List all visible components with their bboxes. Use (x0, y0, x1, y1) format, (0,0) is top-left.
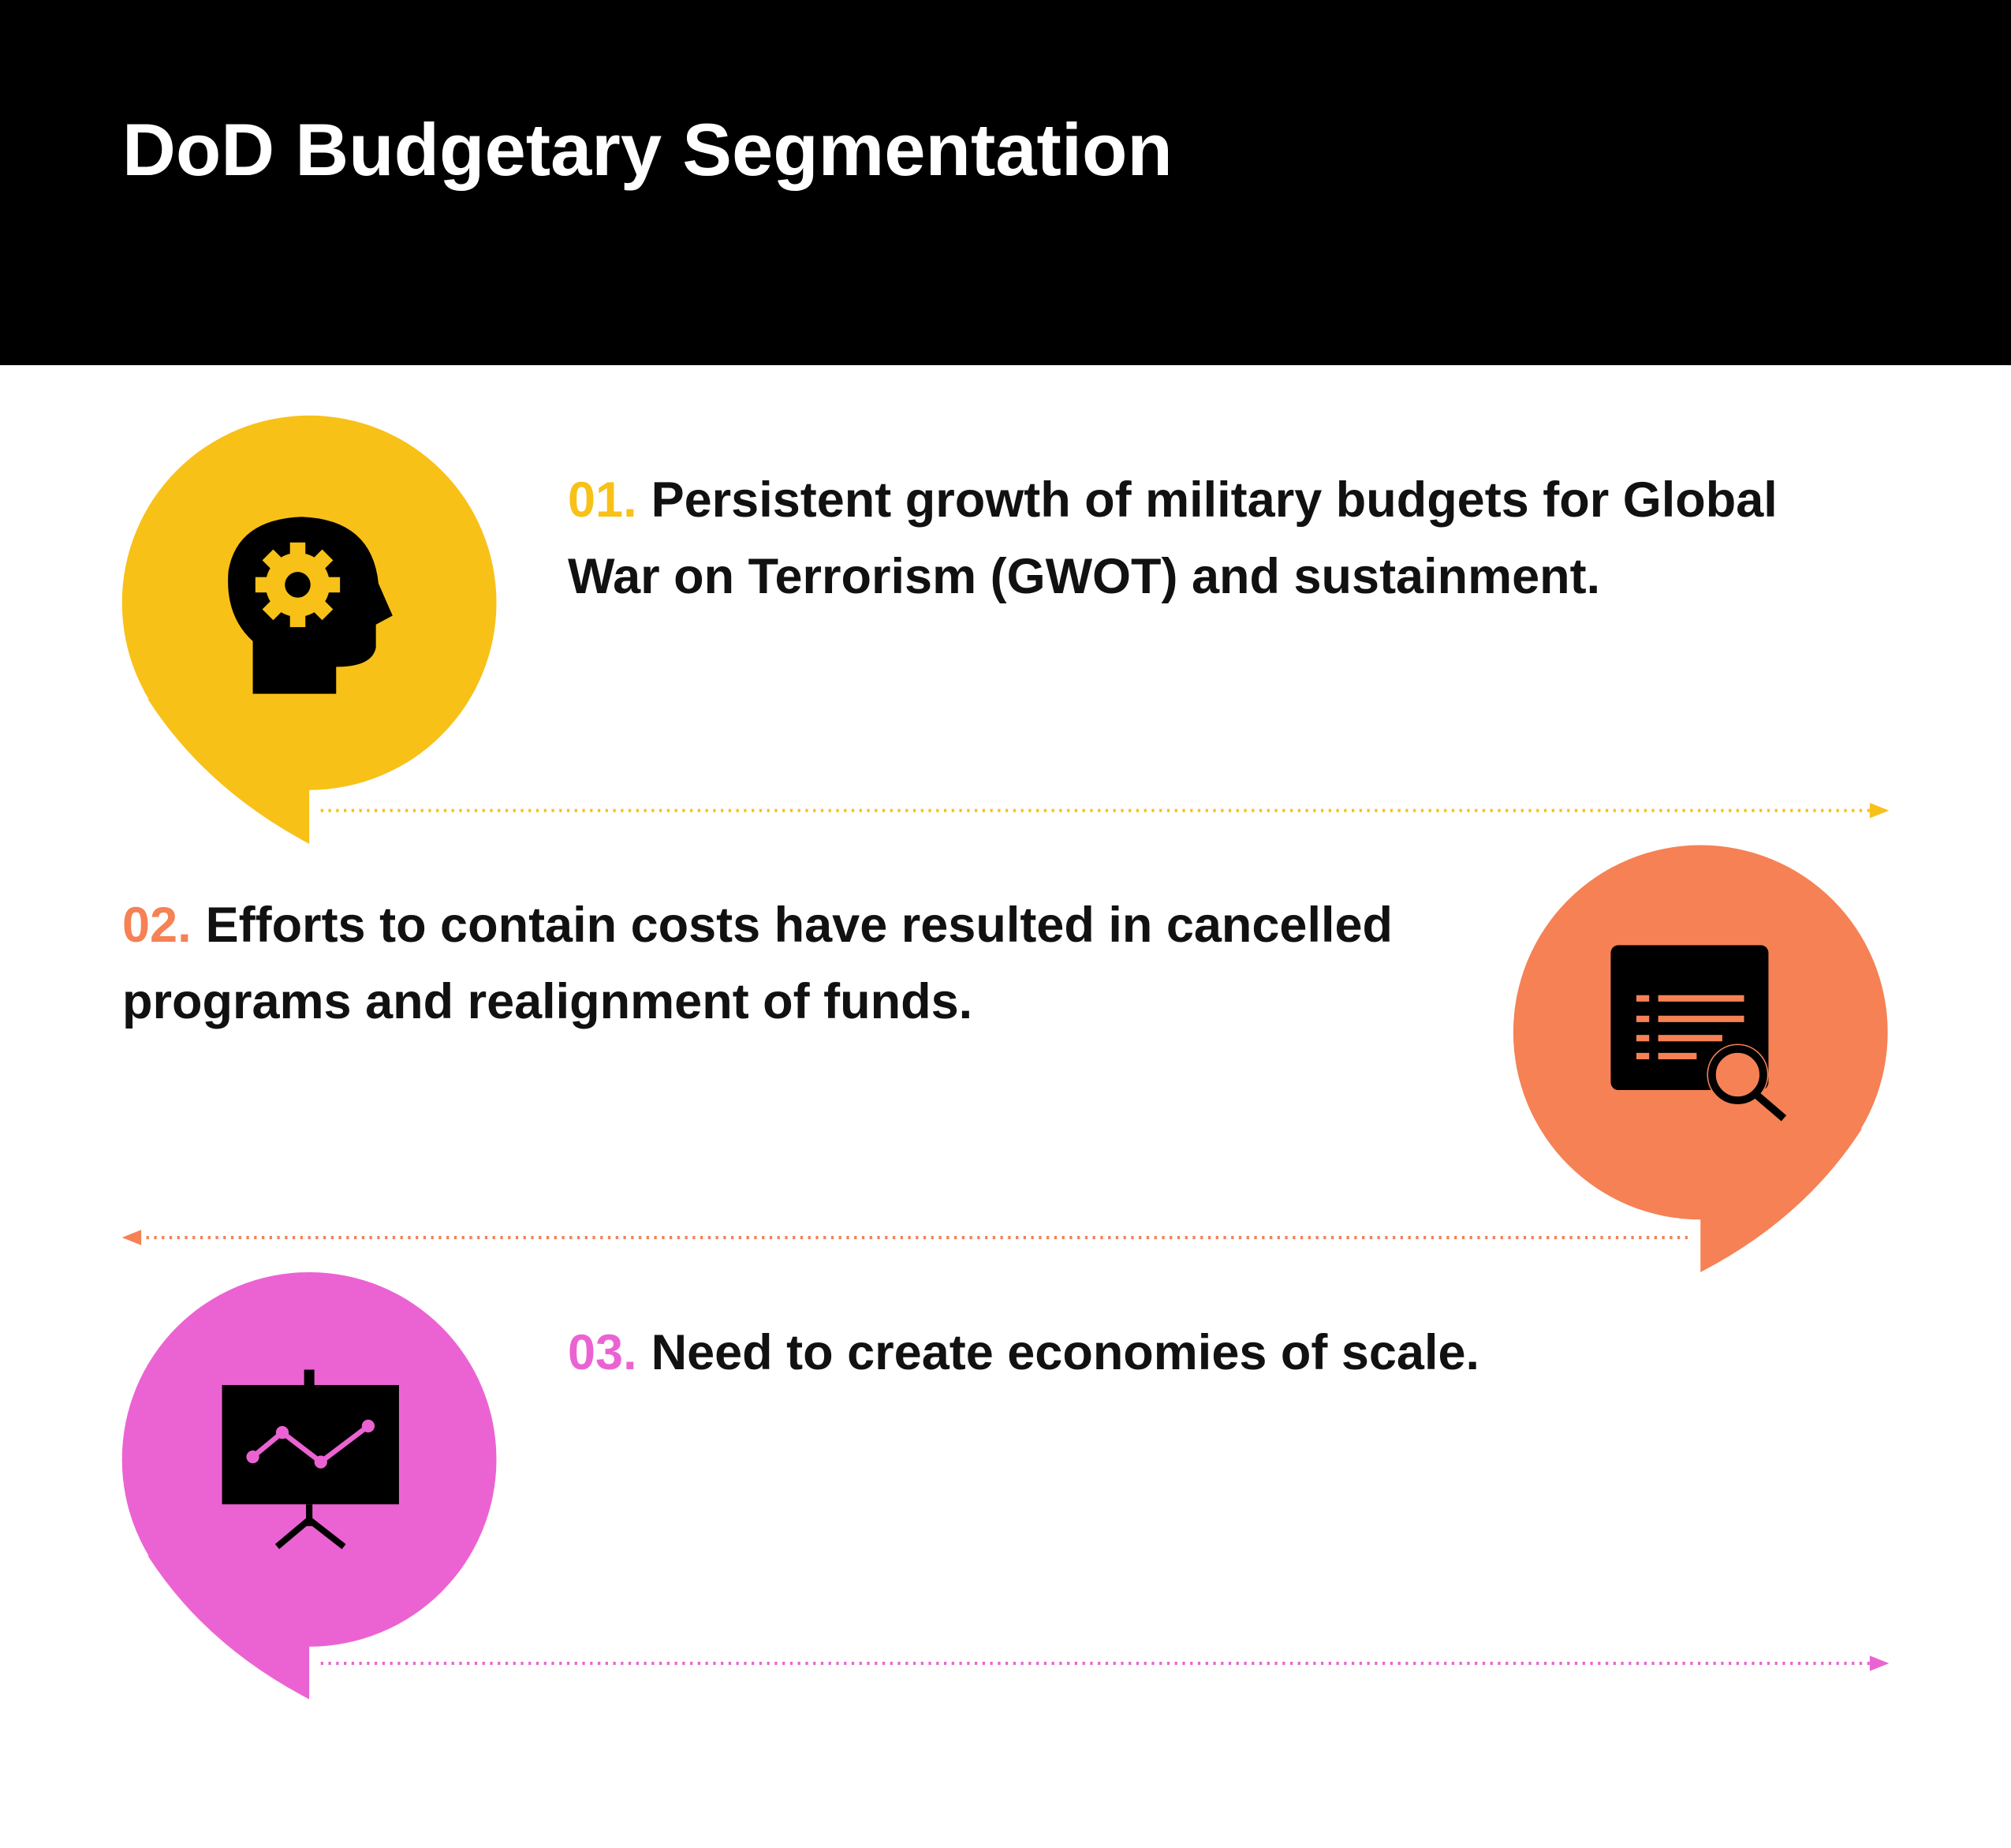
arrow-line (320, 1656, 1890, 1671)
item-body: Efforts to contain costs have resulted i… (122, 898, 1393, 1029)
item-number: 01. (568, 472, 637, 528)
item-body: Persistent growth of military budgets fo… (568, 472, 1778, 604)
icon-easel (222, 1369, 399, 1550)
arrow-line (320, 802, 1890, 819)
item-text: 01. Persistent growth of military budgets… (568, 462, 1830, 615)
item-text: 03. Need to create economies of scale. (568, 1315, 1830, 1391)
icon-document (1610, 945, 1787, 1122)
arrow-line (121, 1230, 1691, 1245)
icon-head (228, 517, 393, 694)
item-number: 02. (122, 898, 192, 953)
item-body: Need to create economies of scale. (651, 1325, 1480, 1380)
header-bar: DoD Budgetary Segmentation (0, 0, 2011, 365)
title: DoD Budgetary Segmentation (122, 108, 1173, 191)
item-text: 02. Efforts to contain costs have resulte… (122, 887, 1416, 1040)
item-number: 03. (568, 1325, 637, 1380)
